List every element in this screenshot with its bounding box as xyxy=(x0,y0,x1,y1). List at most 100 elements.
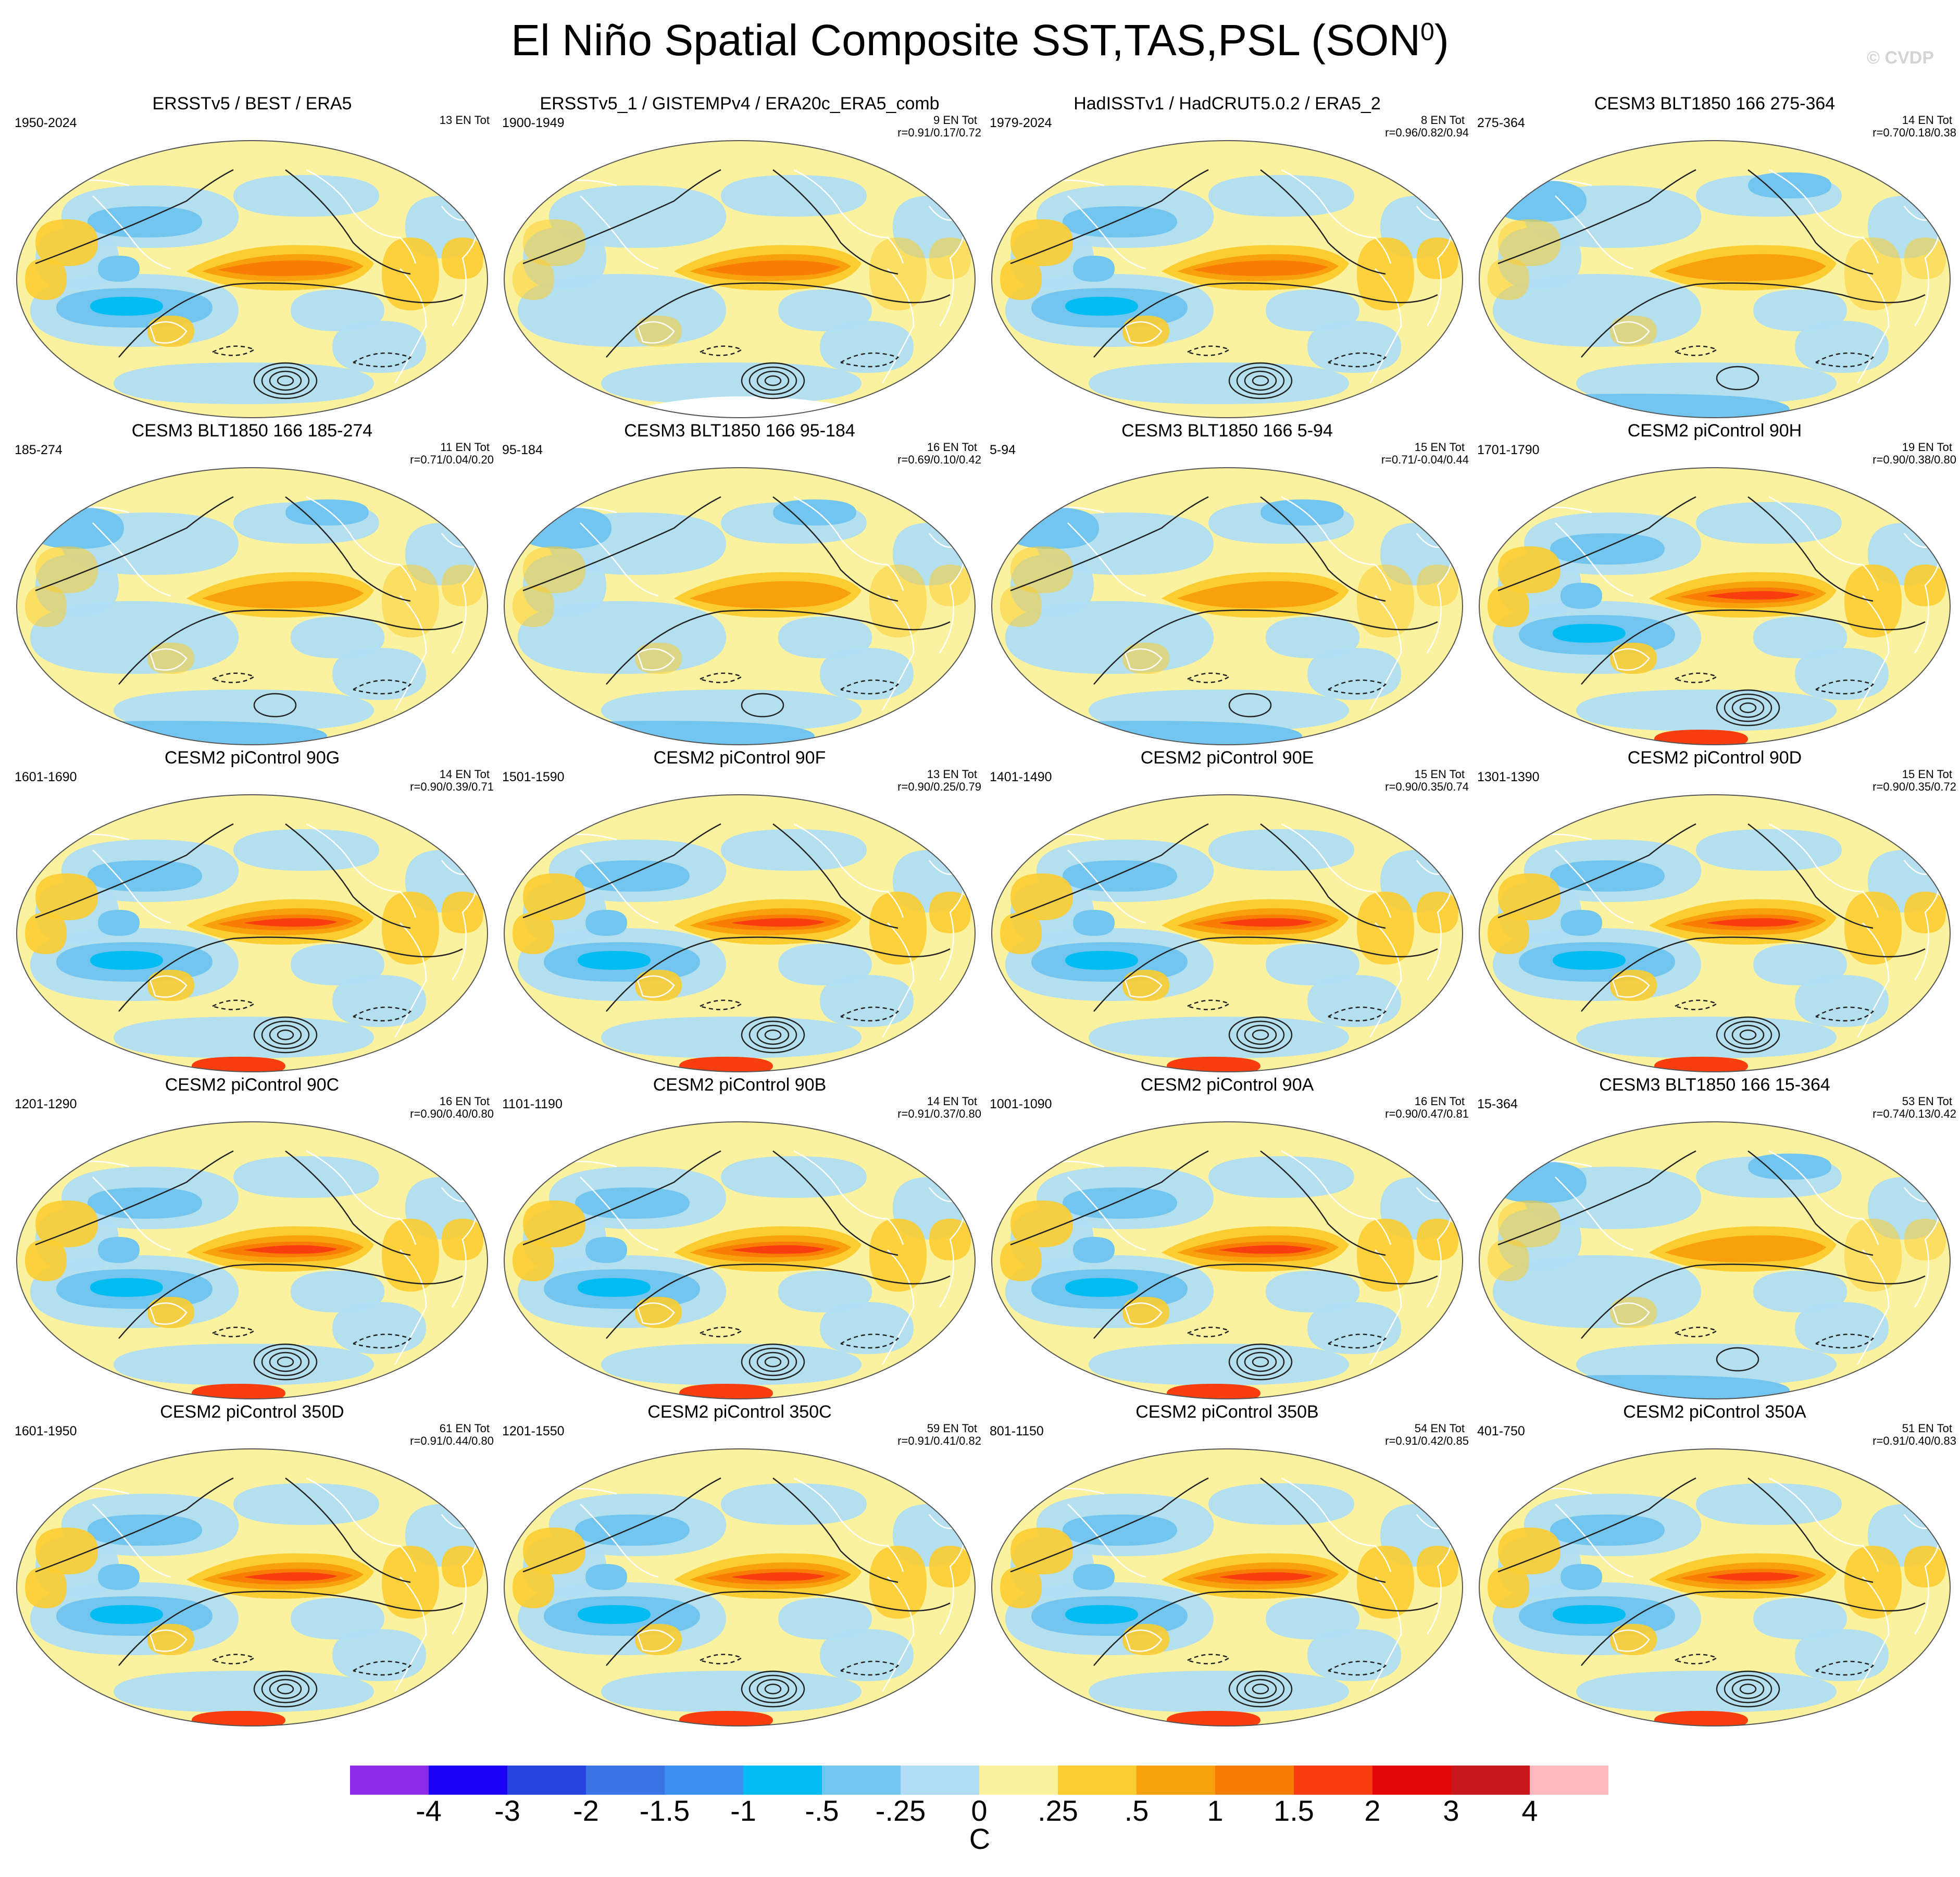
psl-high-contour xyxy=(269,370,302,391)
cool-anomaly-region xyxy=(1753,1598,1847,1640)
coastline xyxy=(1067,1504,1146,1578)
colorbar-box xyxy=(1137,1766,1215,1795)
enso-tongue-core xyxy=(731,918,825,927)
cool-anomaly-region xyxy=(1266,944,1359,985)
cool-anomaly-core xyxy=(575,1515,690,1546)
robinson-map xyxy=(504,140,976,418)
coastline xyxy=(1555,522,1634,597)
coastline xyxy=(306,1477,417,1572)
psl-contour xyxy=(1581,1591,1926,1666)
cool-anomaly-region xyxy=(1696,502,1842,544)
warm-land-patch xyxy=(25,1567,67,1608)
warm-land-patch xyxy=(1000,912,1042,954)
coastline xyxy=(149,1629,188,1652)
cool-anomaly-core xyxy=(1550,1515,1665,1546)
colorbar-tick-label: -3 xyxy=(494,1794,520,1823)
psl-contour xyxy=(35,823,234,919)
cool-anomaly-region xyxy=(820,1302,914,1354)
psl-high-contour xyxy=(1716,1670,1780,1708)
panel-event-count: 14 EN Tot xyxy=(927,1095,977,1108)
panel-event-count: 14 EN Tot xyxy=(1902,114,1952,127)
map-field xyxy=(504,1122,975,1399)
psl-high-contour xyxy=(253,693,297,718)
cool-anomaly-region xyxy=(291,290,384,331)
psl-contour xyxy=(285,1150,411,1256)
warm-land-patch xyxy=(513,912,554,954)
psl-contour xyxy=(118,936,463,1012)
panel-pattern-correlation: r=0.91/0.41/0.82 xyxy=(897,1434,981,1447)
map-outline xyxy=(504,140,976,418)
panel-event-count: 14 EN Tot xyxy=(439,768,490,781)
psl-contour xyxy=(1581,936,1926,1012)
coastline xyxy=(1281,1477,1392,1572)
robinson-map xyxy=(991,1121,1463,1399)
robinson-map xyxy=(1479,794,1951,1072)
map-panel: CESM2 piControl 90B 1101-1190 14 EN Tot r=0… xyxy=(495,1074,984,1399)
psl-contour xyxy=(1260,823,1386,929)
psl-low-contour xyxy=(1328,1660,1387,1676)
warm-land-patch xyxy=(1488,912,1529,954)
map-panel: CESM2 piControl 90E 1401-1490 15 EN Tot r=0… xyxy=(982,747,1472,1072)
panel-pattern-correlation: r=0.90/0.40/0.80 xyxy=(410,1107,494,1120)
map-panel: CESM2 piControl 90C 1201-1290 16 EN Tot r=0… xyxy=(7,1074,497,1399)
psl-low-contour xyxy=(840,1006,900,1022)
enso-tongue-core xyxy=(1219,264,1313,273)
psl-low-contour xyxy=(353,1333,412,1349)
map-outline xyxy=(991,1448,1463,1726)
cool-anomaly-region xyxy=(114,362,374,404)
colorbar-box xyxy=(507,1766,586,1795)
map-panel: CESM2 piControl 90G 1601-1690 14 EN Tot r=0… xyxy=(7,747,497,1072)
psl-contour xyxy=(1010,1150,1209,1246)
enso-tongue-core xyxy=(731,264,825,273)
warm-land-patch xyxy=(35,873,98,920)
coastline xyxy=(394,1249,427,1365)
psl-high-contour xyxy=(756,1352,790,1372)
panel-event-count: 15 EN Tot xyxy=(1902,768,1952,781)
psl-contour xyxy=(1260,169,1386,275)
psl-contour xyxy=(285,823,411,929)
coastline xyxy=(306,823,417,918)
map-panel: CESM3 BLT1850 166 95-184 95-184 16 EN Tot r… xyxy=(495,420,984,745)
map-panel: CESM2 piControl 350B 801-1150 54 EN Tot r=0… xyxy=(982,1401,1472,1726)
psl-contour xyxy=(606,936,951,1012)
panel-pattern-correlation: r=0.90/0.25/0.79 xyxy=(897,780,981,793)
colorbar-box xyxy=(1058,1766,1137,1795)
warm-land-patch xyxy=(1498,1200,1560,1247)
robinson-map xyxy=(991,467,1463,745)
psl-high-contour xyxy=(741,1016,805,1054)
map-panel: CESM3 BLT1850 166 185-274 185-274 11 EN To… xyxy=(7,420,497,745)
panel-event-count: 8 EN Tot xyxy=(1421,114,1465,127)
psl-contour xyxy=(772,823,898,929)
robinson-map xyxy=(991,140,1463,418)
robinson-map xyxy=(1479,140,1951,418)
warm-land-patch xyxy=(25,258,67,300)
warm-land-patch xyxy=(1010,546,1073,593)
map-field xyxy=(1479,1449,1950,1726)
psl-high-contour xyxy=(764,1029,782,1041)
psl-contour xyxy=(1497,496,1696,592)
warm-land-patch xyxy=(35,546,98,593)
psl-contour xyxy=(1497,1477,1696,1573)
cool-anomaly-region xyxy=(1208,1156,1354,1198)
psl-high-contour xyxy=(1724,1020,1772,1049)
psl-contour xyxy=(35,1477,234,1573)
warm-land-patch xyxy=(513,1567,554,1608)
enso-tongue-core xyxy=(731,1245,825,1254)
coastline xyxy=(441,206,477,327)
cool-anomaly-core xyxy=(98,256,140,282)
cool-anomaly-region xyxy=(820,321,914,373)
coastline xyxy=(149,321,188,344)
coastline xyxy=(149,1302,188,1325)
warm-land-patch xyxy=(1498,873,1560,920)
psl-high-contour xyxy=(1716,366,1759,391)
psl-contour xyxy=(606,609,951,685)
cool-anomaly-region xyxy=(1266,290,1359,331)
warm-land-patch xyxy=(1010,219,1073,266)
panel-title: CESM3 BLT1850 166 15-364 xyxy=(1599,1075,1830,1095)
psl-high-contour xyxy=(1716,689,1780,727)
psl-contour xyxy=(118,1591,463,1666)
coastline xyxy=(306,169,417,264)
cool-anomaly-region xyxy=(1089,1344,1349,1385)
warm-land-patch xyxy=(35,1200,98,1247)
colorbar-box xyxy=(1451,1766,1530,1795)
